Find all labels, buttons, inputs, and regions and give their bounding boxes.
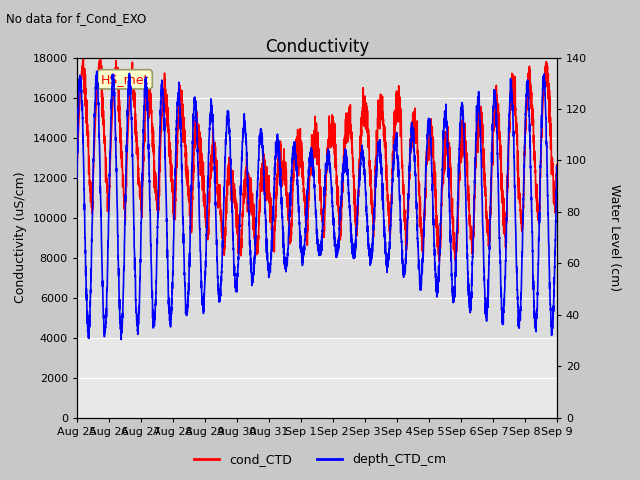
Legend: cond_CTD, depth_CTD_cm: cond_CTD, depth_CTD_cm xyxy=(189,448,451,471)
Text: No data for f_Cond_EXO: No data for f_Cond_EXO xyxy=(6,12,147,25)
Y-axis label: Water Level (cm): Water Level (cm) xyxy=(608,184,621,291)
Text: HS_met: HS_met xyxy=(101,73,149,86)
Title: Conductivity: Conductivity xyxy=(265,38,369,56)
Bar xyxy=(77,337,557,418)
Y-axis label: Conductivity (uS/cm): Conductivity (uS/cm) xyxy=(14,172,27,303)
